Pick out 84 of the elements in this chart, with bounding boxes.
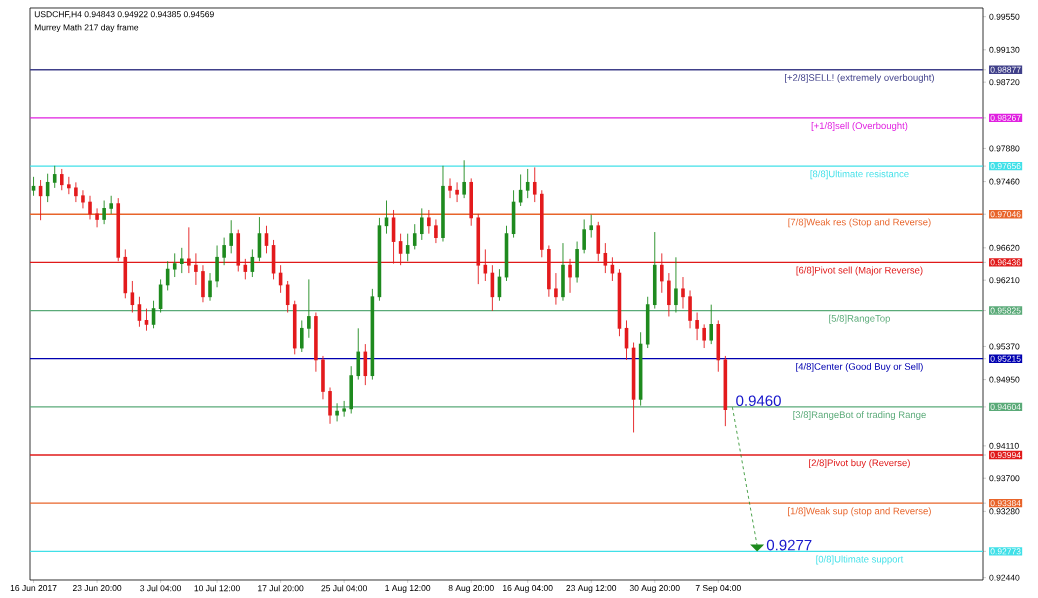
y-tick-label: 0.98267 — [990, 114, 1021, 121]
candlestick — [455, 181, 459, 203]
candlestick — [229, 219, 233, 254]
y-tick-label: 0.93384 — [990, 500, 1021, 507]
y-tick-label: 0.99550 — [989, 13, 1020, 20]
ref-line-label: [3/8]RangeBot of trading Range — [793, 411, 926, 420]
y-tick-label: 0.92773 — [990, 548, 1021, 555]
x-tick-label: 1 Aug 12:00 — [385, 585, 431, 593]
candlestick — [582, 218, 586, 254]
ref-line-label: [+2/8]SELL! (extremely overbought) — [785, 73, 934, 83]
candlestick — [172, 252, 177, 278]
y-tick-label: 0.95370 — [989, 343, 1020, 350]
x-tick-label: 23 Jun 20:00 — [72, 585, 122, 592]
candlestick — [179, 247, 184, 274]
x-tick-label: 10 Jul 12:00 — [194, 585, 240, 592]
x-tick-label: 25 Jul 04:00 — [321, 585, 367, 592]
x-tick-label: 16 Aug 04:00 — [503, 585, 553, 593]
y-tick-label: 0.96436 — [990, 259, 1021, 266]
candlestick — [434, 218, 438, 244]
candlestick — [74, 181, 78, 203]
candlestick — [52, 165, 57, 189]
y-tick-label: 0.93700 — [989, 475, 1020, 482]
y-tick-label: 0.96620 — [989, 244, 1020, 251]
ref-line-label: [6/8]Pivot sell (Major Reverse) — [796, 266, 923, 276]
ref-line-label: [4/8]Center (Good Buy or Sell) — [796, 362, 923, 372]
candlestick — [307, 278, 311, 339]
x-tick-label: 30 Aug 20:00 — [629, 585, 680, 593]
ref-line-label: [+1/8]sell (Overbought) — [811, 122, 908, 131]
y-tick-label: 0.92440 — [989, 574, 1020, 581]
candlestick — [88, 195, 92, 220]
candlestick — [102, 200, 106, 225]
y-tick-label: 0.96210 — [989, 277, 1020, 284]
text: Murrey Math 217 day frame — [34, 24, 139, 33]
y-tick-label: 0.94110 — [989, 442, 1019, 449]
y-tick-label: 0.95825 — [990, 307, 1021, 314]
y-tick-label: 0.97880 — [989, 145, 1020, 152]
x-tick-label: 16 Jun 2017 — [10, 585, 57, 592]
y-tick-label: 0.97046 — [990, 211, 1021, 218]
chart-title: USDCHF,H4 0.94843 0.94922 0.94385 0.94569 — [34, 11, 214, 19]
ref-line-label: [0/8]Ultimate support — [816, 555, 904, 565]
candlestick — [695, 312, 699, 341]
x-tick-label: 23 Aug 12:00 — [566, 585, 617, 593]
x-tick-label: 7 Sep 04:00 — [695, 585, 741, 593]
candlestick — [681, 276, 685, 310]
y-tick-label: 0.99130 — [989, 46, 1020, 53]
y-tick-label: 0.98877 — [990, 66, 1021, 73]
ref-line-label: [2/8]Pivot buy (Reverse) — [809, 459, 910, 469]
candlestick — [709, 304, 714, 345]
y-tick-label: 0.93280 — [989, 508, 1020, 515]
y-tick-label: 0.94950 — [989, 376, 1020, 383]
candlestick — [222, 237, 226, 266]
candlestick — [589, 214, 594, 239]
candlestick — [59, 168, 64, 191]
y-tick-label: 0.94604 — [990, 403, 1021, 410]
x-tick-label: 3 Jul 04:00 — [140, 585, 182, 592]
y-tick-label: 0.97656 — [990, 163, 1021, 170]
candlestick — [81, 189, 85, 209]
ref-line-label: [5/8]RangeTop — [829, 314, 890, 324]
y-tick-label: 0.95215 — [990, 355, 1021, 362]
candlestick — [674, 256, 678, 313]
candlestick — [109, 195, 113, 215]
candlestick — [448, 177, 452, 199]
candlestick — [702, 323, 706, 349]
ref-line-label: [1/8]Weak sup (stop and Reverse) — [788, 507, 931, 517]
y-tick-label: 0.98720 — [989, 79, 1020, 86]
candlestick — [420, 207, 424, 241]
annotation: 0.9277 — [766, 539, 812, 551]
ref-line-label: [7/8]Weak res (Stop and Reverse) — [788, 218, 931, 228]
x-tick-label: 17 Jul 20:00 — [258, 585, 304, 592]
candlestick — [95, 207, 99, 228]
candlestick — [342, 400, 346, 418]
annotation: 0.9460 — [736, 395, 781, 407]
candlestick — [412, 223, 417, 250]
candlestick — [427, 209, 431, 235]
y-tick-label: 0.93994 — [990, 452, 1021, 459]
candlestick — [335, 402, 339, 422]
candlestick — [462, 159, 466, 199]
y-tick-label: 0.97460 — [989, 178, 1020, 185]
candlestick — [299, 319, 304, 353]
candlestick — [554, 272, 558, 306]
candlestick — [208, 272, 212, 302]
ref-line-label: [8/8]Ultimate resistance — [810, 170, 909, 180]
x-tick-label: 8 Aug 20:00 — [448, 585, 494, 593]
candlestick — [532, 166, 537, 203]
